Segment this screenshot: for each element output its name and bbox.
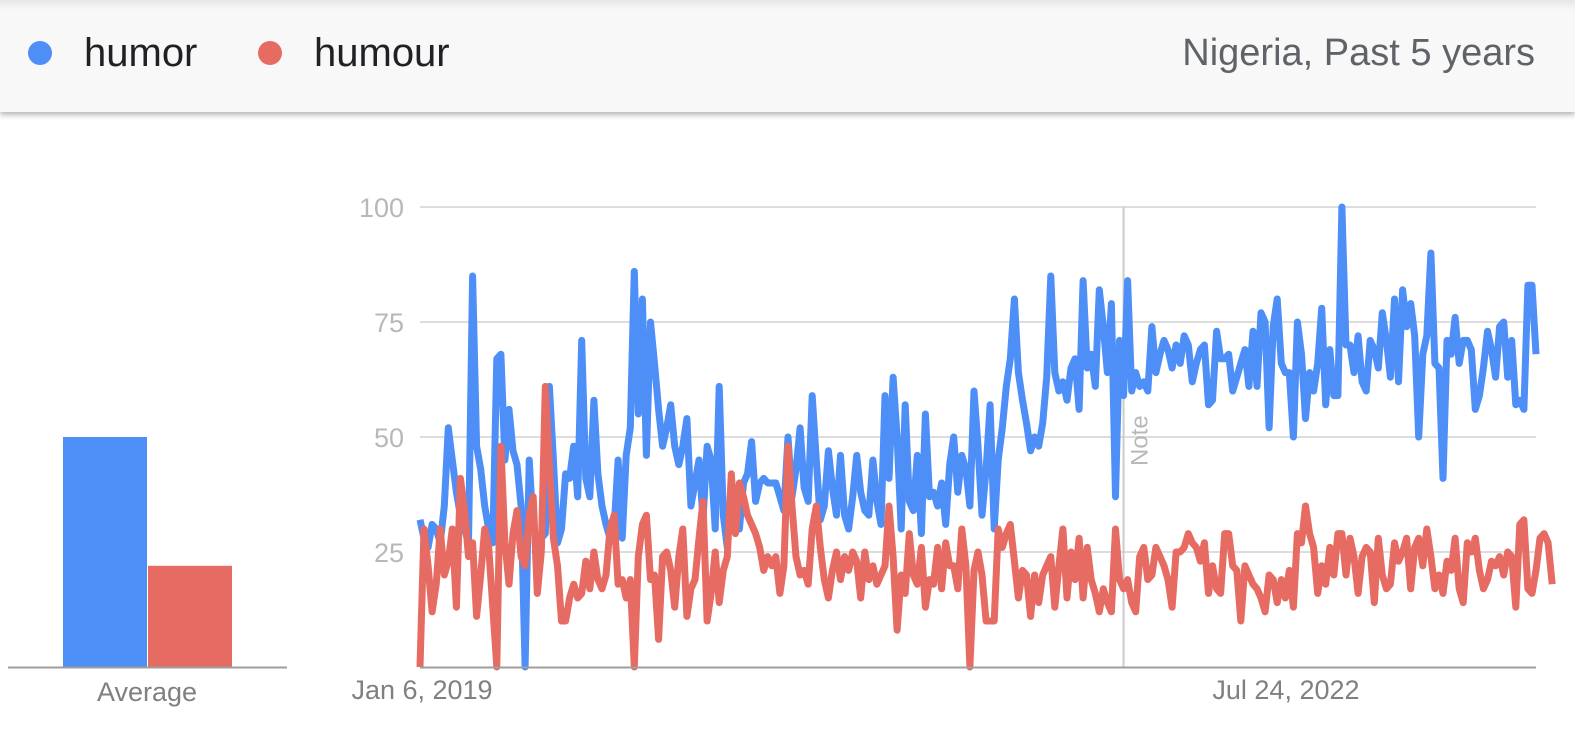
x-tick-label: Jul 24, 2022 <box>1212 675 1359 705</box>
average-category-label: Average <box>97 677 197 707</box>
y-tick-label: 25 <box>374 538 404 568</box>
series-line-humour[interactable] <box>416 382 1556 671</box>
legend-item-humour[interactable]: humour <box>258 30 450 76</box>
legend-dot-icon <box>258 41 282 65</box>
y-tick-label: 50 <box>374 423 404 453</box>
note-annotation-label[interactable]: Note <box>1127 415 1154 466</box>
y-tick-label: 75 <box>374 308 404 338</box>
region-time-label: Nigeria, Past 5 years <box>1182 32 1535 74</box>
header-shadow-edge <box>0 0 1575 10</box>
y-tick-label: 100 <box>359 193 404 223</box>
legend-dot-icon <box>28 41 52 65</box>
average-bar-humor <box>63 437 147 667</box>
x-tick-label: Jan 6, 2019 <box>351 675 492 705</box>
average-bar-humour <box>148 565 232 667</box>
series-line-humor[interactable] <box>416 203 1540 671</box>
legend-label-humour: humour <box>314 31 450 75</box>
legend-item-humor[interactable]: humor <box>28 30 197 76</box>
chart-header: humor humour Nigeria, Past 5 years <box>0 0 1575 112</box>
legend-label-humor: humor <box>84 31 198 75</box>
